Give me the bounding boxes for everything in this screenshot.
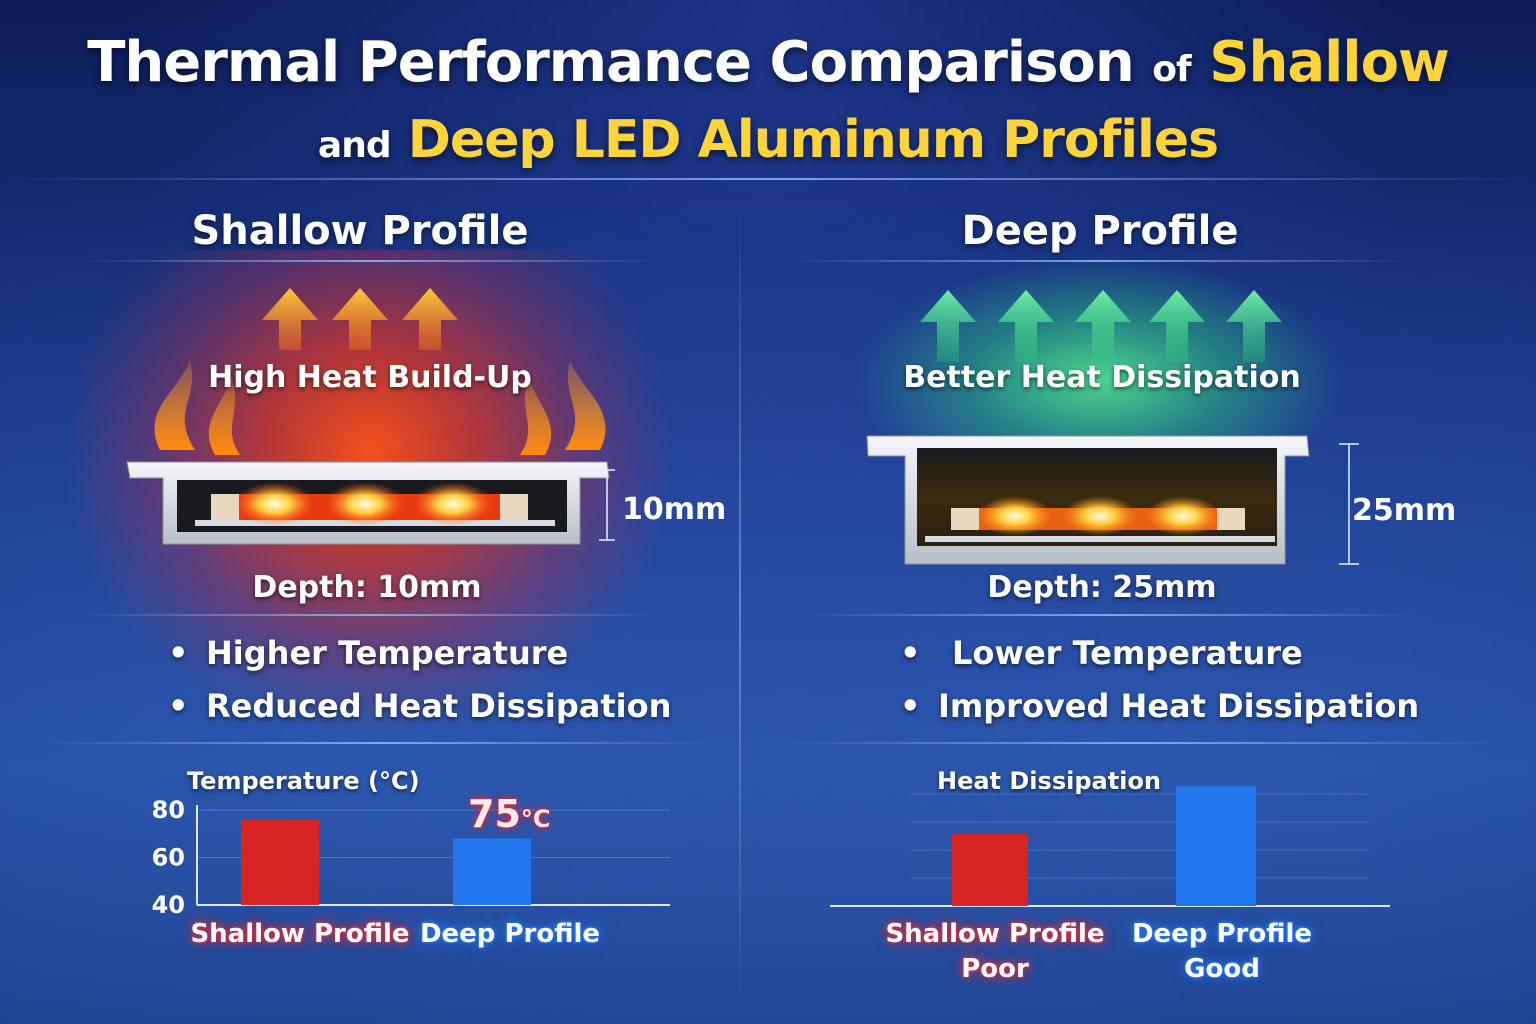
heat-dissipation-chart xyxy=(830,786,1390,907)
shallow-profile-illustration xyxy=(126,461,615,545)
list-item: • Lower Temperature xyxy=(900,634,1303,672)
temperature-chart-title: Temperature (°C) xyxy=(187,767,420,795)
list-item: • Improved Heat Dissipation xyxy=(900,687,1420,725)
shallow-heat-label: High Heat Build-Up xyxy=(208,360,532,395)
shallow-heading: Shallow Profile xyxy=(191,208,529,254)
y-tick-label: 80 xyxy=(152,796,185,824)
temperature-annotation: 75°C xyxy=(468,792,551,836)
title-and: and xyxy=(317,125,392,166)
title-shallow: Shallow xyxy=(1209,30,1450,95)
title-main: Thermal Performance Comparison xyxy=(87,30,1135,95)
shallow-bullets: • Higher Temperature • Reduced Heat Dissip… xyxy=(168,632,671,738)
deep-dimension: 25mm xyxy=(1352,493,1457,528)
shallow-dimension: 10mm xyxy=(622,492,727,527)
deep-bullets-divider xyxy=(780,742,1500,744)
deep-heat-label: Better Heat Dissipation xyxy=(903,360,1301,395)
bar-shallow xyxy=(952,834,1028,906)
dissipation-category-deep: Deep Profile Good xyxy=(1131,919,1313,984)
shallow-depth-divider xyxy=(80,614,660,616)
list-item: • Higher Temperature xyxy=(168,634,569,672)
y-tick-label: 40 xyxy=(152,891,185,919)
shallow-depth-label: Depth: 10mm xyxy=(252,570,482,605)
deep-depth-divider xyxy=(800,614,1420,616)
deep-profile-illustration xyxy=(866,435,1359,565)
temp-category-deep: Deep Profile xyxy=(419,919,601,949)
deep-bullets: • Lower Temperature • Improved Heat Dissip… xyxy=(900,632,1419,738)
heat-arrows-shallow xyxy=(154,288,606,455)
shallow-bullets-divider xyxy=(40,742,720,744)
temperature-chart: 80 60 40 xyxy=(152,796,670,919)
heat-dissipation-chart-title: Heat Dissipation xyxy=(937,767,1161,795)
deep-heading: Deep Profile xyxy=(961,208,1239,254)
shallow-heading-divider xyxy=(80,260,660,262)
title-of: of xyxy=(1152,49,1191,90)
heat-arrows-deep xyxy=(920,290,1282,362)
temp-category-shallow: Shallow Profile xyxy=(190,919,410,949)
title-divider xyxy=(0,178,1536,180)
y-tick-label: 60 xyxy=(152,844,185,872)
title-deep: Deep LED Aluminum Profiles xyxy=(407,110,1219,170)
bar-shallow xyxy=(241,819,319,905)
bar-deep xyxy=(1176,786,1256,906)
deep-depth-label: Depth: 25mm xyxy=(987,570,1217,605)
deep-heading-divider xyxy=(790,260,1410,262)
page-title: Thermal Performance Comparison of Shallo… xyxy=(0,28,1536,181)
bar-deep xyxy=(453,838,531,905)
list-item: • Reduced Heat Dissipation xyxy=(168,687,672,725)
dissipation-category-shallow: Shallow Profile Poor xyxy=(885,919,1105,984)
center-divider xyxy=(739,195,741,1015)
